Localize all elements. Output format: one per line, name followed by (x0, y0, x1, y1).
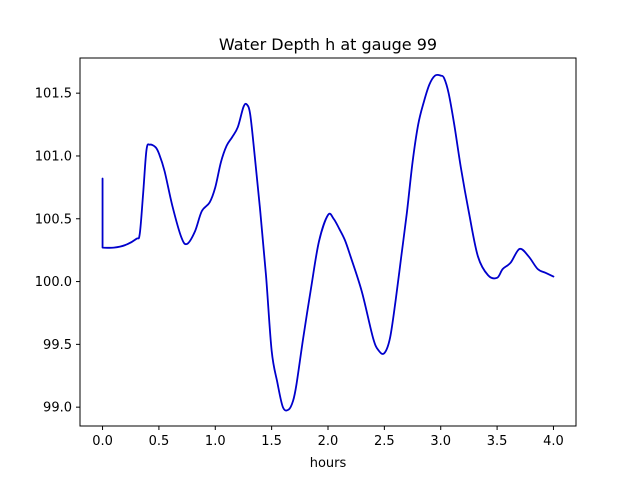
y-tick-label: 100.0 (35, 275, 72, 290)
y-tick-label: 101.0 (35, 149, 72, 164)
plot-frame (79, 57, 577, 427)
y-axis: 99.0 99.5 100.0 100.5 101.0 101.5 (35, 87, 80, 416)
x-axis-label: hours (310, 456, 347, 471)
y-tick-label: 100.5 (35, 212, 72, 227)
series-line (101, 73, 555, 412)
series-layer (101, 73, 555, 412)
x-tick-label: 1.5 (261, 434, 282, 449)
x-axis: 0.0 0.5 1.0 1.5 2.0 2.5 3.0 3.5 4.0 (92, 426, 564, 449)
x-tick-label: 3.5 (487, 434, 508, 449)
y-tick-label: 101.5 (35, 87, 72, 102)
x-tick-label: 1.0 (205, 434, 226, 449)
x-tick-label: 3.0 (430, 434, 451, 449)
x-tick-label: 0.0 (92, 434, 113, 449)
x-tick-label: 2.0 (318, 434, 339, 449)
x-tick-label: 0.5 (149, 434, 170, 449)
chart-title: Water Depth h at gauge 99 (219, 35, 437, 54)
x-tick-label: 2.5 (374, 434, 395, 449)
y-tick-label: 99.5 (43, 338, 72, 353)
x-tick-label: 4.0 (543, 434, 564, 449)
y-tick-label: 99.0 (43, 401, 72, 416)
